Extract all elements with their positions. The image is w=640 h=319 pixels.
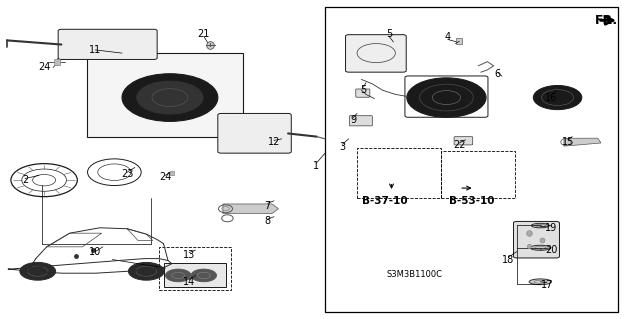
Text: 4: 4 — [445, 32, 451, 42]
FancyBboxPatch shape — [454, 137, 472, 145]
FancyBboxPatch shape — [349, 116, 372, 126]
Bar — [325, 7, 618, 312]
Text: 18: 18 — [502, 255, 515, 264]
Text: 10: 10 — [89, 247, 101, 256]
FancyBboxPatch shape — [87, 53, 243, 137]
Text: 3: 3 — [339, 142, 346, 152]
Text: 15: 15 — [561, 137, 574, 147]
Text: 22: 22 — [453, 140, 465, 150]
Polygon shape — [223, 204, 278, 213]
Text: FR.: FR. — [595, 14, 618, 27]
Text: 14: 14 — [183, 277, 195, 287]
Circle shape — [129, 263, 164, 280]
Text: B-37-10: B-37-10 — [362, 197, 408, 206]
Circle shape — [407, 78, 486, 117]
Circle shape — [191, 269, 216, 282]
Text: 24: 24 — [38, 63, 51, 72]
Text: 7: 7 — [264, 201, 271, 211]
Circle shape — [533, 85, 582, 110]
Bar — [357, 148, 442, 198]
Text: S3M3B1100C: S3M3B1100C — [387, 270, 442, 279]
Text: 6: 6 — [495, 69, 500, 79]
Circle shape — [166, 269, 191, 282]
FancyBboxPatch shape — [356, 89, 370, 97]
Text: 12: 12 — [268, 137, 280, 147]
Text: 17: 17 — [541, 280, 553, 290]
Text: 1: 1 — [313, 161, 319, 171]
Text: 2: 2 — [22, 175, 28, 185]
Text: 19: 19 — [545, 223, 557, 233]
Polygon shape — [564, 138, 601, 146]
FancyBboxPatch shape — [346, 35, 406, 72]
Circle shape — [20, 263, 56, 280]
FancyBboxPatch shape — [164, 263, 226, 287]
Ellipse shape — [530, 245, 550, 250]
Text: 8: 8 — [264, 216, 271, 226]
Text: 16: 16 — [545, 93, 557, 103]
Text: 21: 21 — [198, 29, 210, 39]
Bar — [159, 247, 230, 290]
Text: 5: 5 — [360, 85, 367, 95]
FancyBboxPatch shape — [58, 29, 157, 59]
Text: 23: 23 — [121, 169, 133, 179]
Text: B-53-10: B-53-10 — [449, 197, 495, 206]
Bar — [442, 151, 515, 198]
Text: 24: 24 — [159, 172, 172, 182]
Text: 13: 13 — [183, 250, 195, 260]
Circle shape — [122, 74, 218, 122]
Text: 11: 11 — [89, 45, 101, 55]
Ellipse shape — [529, 279, 552, 285]
FancyBboxPatch shape — [513, 221, 559, 258]
FancyBboxPatch shape — [218, 114, 291, 153]
Text: 5: 5 — [386, 29, 392, 39]
Text: 20: 20 — [545, 245, 557, 255]
Text: 9: 9 — [350, 115, 356, 125]
Circle shape — [137, 81, 203, 114]
Ellipse shape — [531, 223, 549, 228]
